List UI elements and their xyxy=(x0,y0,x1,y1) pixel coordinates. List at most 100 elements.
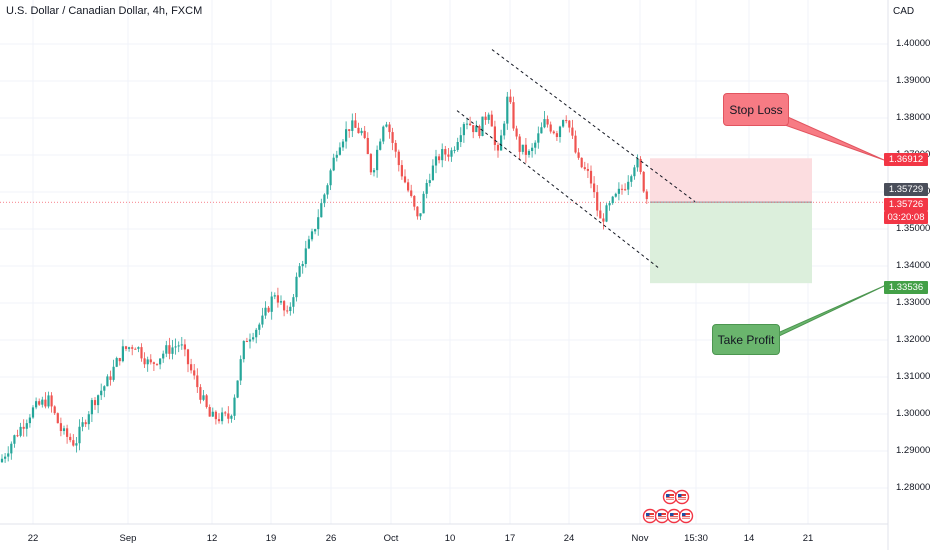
candle-body xyxy=(410,190,413,196)
candle-body xyxy=(521,144,524,152)
candle-body xyxy=(121,346,124,362)
candle-body xyxy=(599,210,602,219)
candle-body xyxy=(186,349,190,365)
candle-body xyxy=(627,181,630,190)
economic-events xyxy=(642,489,694,524)
price-tick-label: 1.29000 xyxy=(896,445,931,456)
candle-body xyxy=(137,347,140,349)
candle-body xyxy=(190,364,193,371)
time-tick-label: 15:30 xyxy=(684,533,708,544)
candle-body xyxy=(462,124,465,136)
candle-body xyxy=(357,127,360,134)
candle-body xyxy=(72,440,75,446)
take-profit-zone xyxy=(650,202,812,284)
candle-body xyxy=(620,188,624,190)
candle-body xyxy=(577,152,580,158)
candle-body xyxy=(518,136,521,152)
candle-body xyxy=(248,339,252,342)
candle-body xyxy=(348,129,351,131)
time-tick-label: 14 xyxy=(743,533,755,544)
symbol-title[interactable]: U.S. Dollar / Canadian Dollar, 4h, FXCM xyxy=(6,5,203,17)
candle-body xyxy=(31,407,35,418)
candle-body xyxy=(159,358,162,365)
candle-body xyxy=(214,411,217,420)
time-tick-label: Sep xyxy=(119,533,137,544)
price-tick-label: 1.38000 xyxy=(896,112,931,123)
candle-body xyxy=(335,154,338,158)
candle-body xyxy=(41,399,44,405)
candle-body xyxy=(633,167,636,177)
candle-body xyxy=(562,120,565,127)
candle-body xyxy=(177,345,180,347)
candle-body xyxy=(382,126,385,142)
candle-body xyxy=(90,400,93,415)
take-profit-callout[interactable]: Take Profit xyxy=(712,324,780,355)
candle-body xyxy=(611,196,614,204)
candle-body xyxy=(19,426,22,436)
candle-body xyxy=(193,370,196,376)
candle-body xyxy=(642,171,645,192)
candle-body xyxy=(472,125,475,133)
candle-body xyxy=(264,307,267,316)
candle-body xyxy=(128,347,131,349)
candle-body xyxy=(217,419,221,422)
candle-body xyxy=(28,417,31,424)
candle-body xyxy=(496,144,500,151)
candle-body xyxy=(459,135,462,143)
candle-body xyxy=(84,422,87,425)
candle-body xyxy=(413,195,416,207)
candle-body xyxy=(208,407,211,417)
candle-body xyxy=(258,324,261,330)
take-profit-pointer xyxy=(768,285,885,339)
candle-body xyxy=(171,347,174,354)
candle-body xyxy=(146,359,149,365)
candle-body xyxy=(131,347,134,349)
candle-body xyxy=(62,428,66,432)
candle-body xyxy=(81,422,84,427)
candle-body xyxy=(469,123,472,126)
candle-body xyxy=(540,127,543,134)
candle-body xyxy=(531,147,534,152)
candle-body xyxy=(276,295,279,303)
candle-body xyxy=(134,348,137,350)
candle-body xyxy=(239,359,242,381)
candle-body xyxy=(354,120,357,128)
risk-reward-zones xyxy=(0,158,888,284)
candle-body xyxy=(338,147,341,155)
candle-body xyxy=(431,165,434,181)
candle-body xyxy=(506,96,509,124)
candle-body xyxy=(450,150,453,157)
candle-body xyxy=(438,156,441,161)
take-profit-price-tag: 1.33536 xyxy=(884,281,928,294)
candle-body xyxy=(583,167,586,170)
candle-body xyxy=(298,266,301,277)
candle-body xyxy=(75,443,78,446)
candle-body xyxy=(47,395,50,407)
candle-body xyxy=(261,315,264,325)
candle-body xyxy=(589,170,593,184)
price-tick-label: 1.32000 xyxy=(896,334,931,345)
candle-body xyxy=(7,453,10,457)
candle-body xyxy=(118,358,121,362)
candle-body xyxy=(565,120,568,122)
candle-body xyxy=(645,191,648,200)
current-price-tag: 1.35726 xyxy=(884,198,928,211)
us-flag-event-icon xyxy=(678,508,694,524)
candle-body xyxy=(149,359,152,363)
price-tick-label: 1.40000 xyxy=(896,38,931,49)
stop-loss-price-tag: 1.36912 xyxy=(884,153,928,166)
candle-body xyxy=(453,149,456,151)
candle-body xyxy=(283,301,286,311)
time-tick-label: 22 xyxy=(27,533,39,544)
candle-body xyxy=(242,341,245,360)
candle-body xyxy=(53,406,56,414)
candle-body xyxy=(69,436,72,441)
candle-body xyxy=(509,96,512,103)
stop-loss-callout[interactable]: Stop Loss xyxy=(723,93,789,126)
candle-body xyxy=(59,423,62,432)
price-tick-label: 1.34000 xyxy=(896,260,931,271)
candle-body xyxy=(165,345,168,354)
candle-body xyxy=(391,132,394,143)
currency-label: CAD xyxy=(893,6,915,17)
